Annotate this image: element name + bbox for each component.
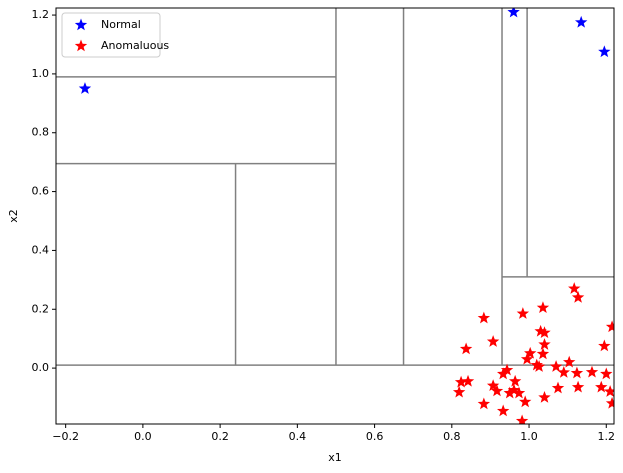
point xyxy=(571,380,585,393)
y-tick-label: 0.4 xyxy=(32,243,50,256)
point xyxy=(598,339,611,352)
y-axis-label: x2 xyxy=(7,209,20,223)
point xyxy=(507,383,521,396)
point xyxy=(512,386,526,399)
y-tick-label: 0.0 xyxy=(32,361,50,374)
legend-label: Anomaluous xyxy=(101,39,169,52)
point xyxy=(536,301,550,314)
x-tick-label: 1.0 xyxy=(520,430,538,443)
legend-marker xyxy=(74,18,88,31)
plot-area xyxy=(56,8,614,424)
y-tick-label: 1.0 xyxy=(32,67,50,80)
point xyxy=(503,386,516,399)
legend xyxy=(61,12,161,58)
point xyxy=(603,385,614,397)
x-tick-label: 0.0 xyxy=(134,430,152,443)
point xyxy=(486,335,500,347)
y-tick-label: 1.2 xyxy=(32,8,50,21)
point xyxy=(605,320,614,333)
point xyxy=(508,374,522,387)
point xyxy=(598,45,611,58)
x-tick-label: 0.6 xyxy=(366,430,384,443)
point xyxy=(461,374,475,387)
point xyxy=(538,326,551,339)
x-tick-label: −0.2 xyxy=(52,430,79,443)
point xyxy=(477,311,491,324)
point xyxy=(557,366,570,378)
point xyxy=(530,358,543,371)
point xyxy=(538,338,551,350)
point xyxy=(551,381,565,394)
point xyxy=(477,397,491,410)
point xyxy=(520,352,534,365)
legend-marker xyxy=(74,39,88,52)
y-tick-label: 0.8 xyxy=(32,126,50,139)
point xyxy=(459,342,473,355)
point xyxy=(524,346,537,359)
x-axis-label: x1 xyxy=(328,451,342,464)
point xyxy=(605,396,614,409)
point xyxy=(490,384,504,397)
point xyxy=(507,8,520,18)
point xyxy=(574,15,588,28)
point xyxy=(486,379,500,392)
point xyxy=(585,365,599,378)
point xyxy=(571,290,585,303)
legend-label: Normal xyxy=(101,18,141,31)
axes-frame xyxy=(55,7,615,425)
point xyxy=(563,355,576,368)
point xyxy=(549,360,563,372)
point xyxy=(500,363,514,376)
point xyxy=(515,414,529,424)
point xyxy=(595,380,608,393)
point xyxy=(519,395,532,408)
x-tick-label: 0.8 xyxy=(443,430,461,443)
point xyxy=(496,367,510,380)
point xyxy=(516,307,530,319)
y-tick-label: 0.6 xyxy=(32,185,50,198)
point xyxy=(568,282,581,294)
point xyxy=(600,367,613,380)
x-tick-label: 0.4 xyxy=(289,430,307,443)
point xyxy=(538,391,551,403)
point xyxy=(454,375,468,388)
point xyxy=(570,366,584,379)
point xyxy=(452,385,466,398)
point xyxy=(78,82,92,94)
x-tick-label: 0.2 xyxy=(211,430,229,443)
x-tick-label: 1.2 xyxy=(598,430,616,443)
point xyxy=(496,404,510,417)
point xyxy=(536,347,550,360)
y-tick-label: 0.2 xyxy=(32,302,50,315)
